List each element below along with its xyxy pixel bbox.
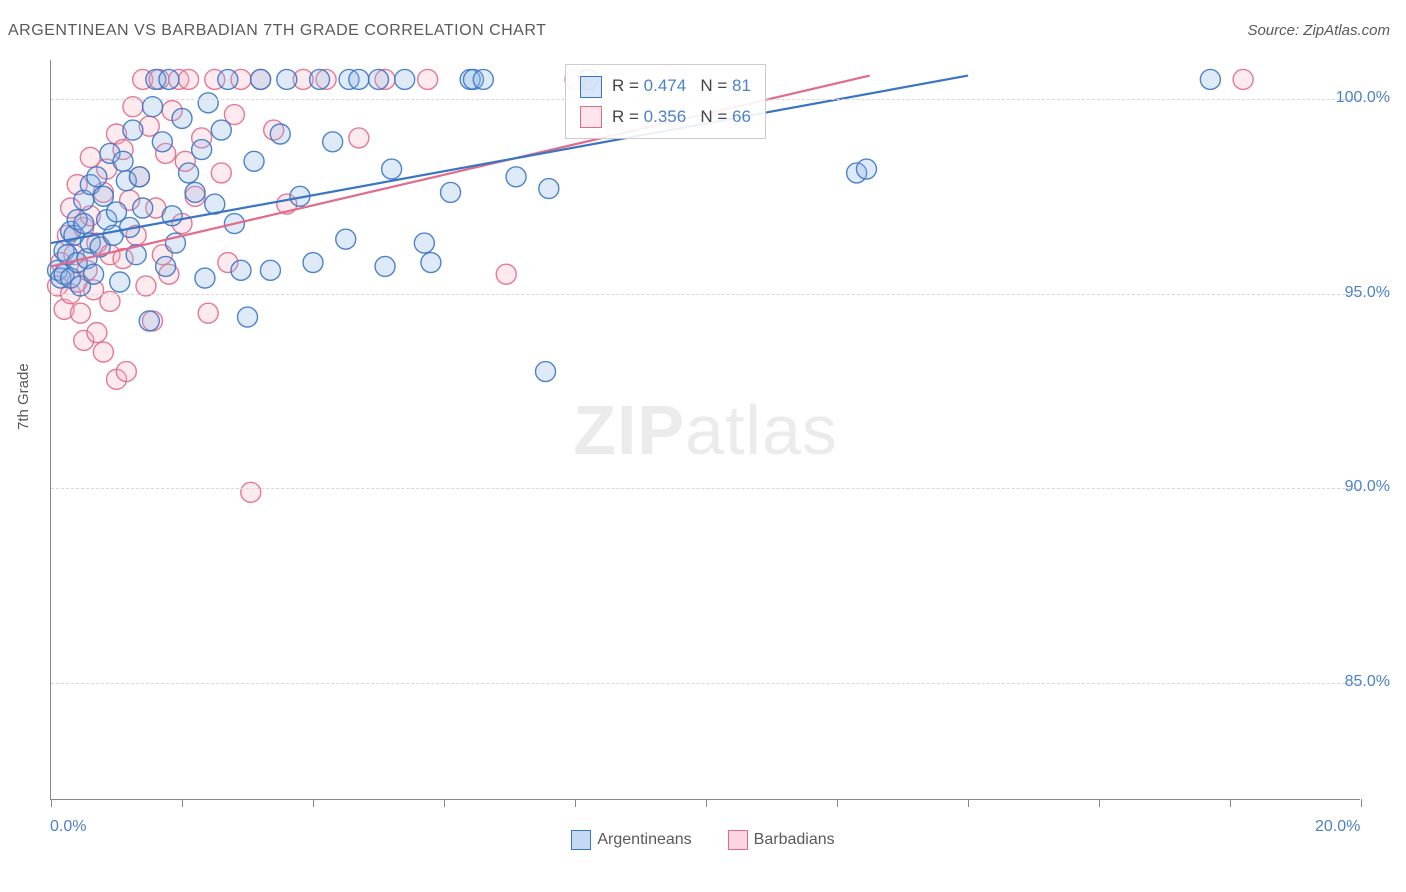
- scatter-point: [152, 132, 172, 152]
- scatter-point: [856, 159, 876, 179]
- source-caption: Source: ZipAtlas.com: [1247, 22, 1390, 39]
- x-tick: [1099, 799, 1100, 807]
- plot-area: ZIPatlas: [50, 60, 1360, 800]
- gridline: [51, 294, 1360, 295]
- scatter-point: [156, 256, 176, 276]
- scatter-point: [110, 272, 130, 292]
- correlation-stats-box: R = 0.474 N = 81R = 0.356 N = 66: [565, 64, 766, 139]
- y-tick-label: 95.0%: [1345, 284, 1390, 302]
- scatter-point: [179, 163, 199, 183]
- chart-container: ARGENTINEAN VS BARBADIAN 7TH GRADE CORRE…: [0, 0, 1406, 892]
- scatter-point: [382, 159, 402, 179]
- scatter-point: [349, 69, 369, 89]
- scatter-point: [1233, 69, 1253, 89]
- scatter-point: [198, 303, 218, 323]
- legend-swatch: [580, 106, 602, 128]
- x-tick: [313, 799, 314, 807]
- scatter-point: [74, 214, 94, 234]
- scatter-point: [198, 93, 218, 113]
- scatter-point: [310, 69, 330, 89]
- legend-bottom: Argentineans Barbadians: [0, 830, 1406, 850]
- scatter-point: [123, 120, 143, 140]
- scatter-point: [159, 69, 179, 89]
- scatter-point: [270, 124, 290, 144]
- y-tick-label: 100.0%: [1336, 89, 1390, 107]
- x-tick: [182, 799, 183, 807]
- x-tick-label: 0.0%: [50, 818, 86, 836]
- scatter-point: [303, 253, 323, 273]
- scatter-point: [260, 260, 280, 280]
- plot-svg: [51, 60, 1360, 799]
- x-tick: [1230, 799, 1231, 807]
- scatter-point: [418, 69, 438, 89]
- chart-title: ARGENTINEAN VS BARBADIAN 7TH GRADE CORRE…: [8, 22, 546, 40]
- scatter-point: [70, 303, 90, 323]
- scatter-point: [84, 264, 104, 284]
- legend-swatch: [580, 76, 602, 98]
- scatter-point: [211, 163, 231, 183]
- scatter-point: [414, 233, 434, 253]
- x-tick: [837, 799, 838, 807]
- x-tick: [444, 799, 445, 807]
- scatter-point: [369, 69, 389, 89]
- scatter-point: [539, 179, 559, 199]
- scatter-point: [113, 151, 133, 171]
- legend-label: Barbadians: [754, 831, 835, 848]
- scatter-point: [251, 69, 271, 89]
- scatter-point: [192, 140, 212, 160]
- scatter-point: [133, 198, 153, 218]
- scatter-point: [172, 108, 192, 128]
- scatter-point: [323, 132, 343, 152]
- scatter-point: [231, 260, 251, 280]
- x-tick: [706, 799, 707, 807]
- scatter-point: [179, 69, 199, 89]
- legend-swatch: [728, 830, 748, 850]
- scatter-point: [536, 362, 556, 382]
- scatter-point: [349, 128, 369, 148]
- scatter-point: [139, 311, 159, 331]
- gridline: [51, 488, 1360, 489]
- scatter-point: [211, 120, 231, 140]
- scatter-point: [421, 253, 441, 273]
- scatter-point: [218, 69, 238, 89]
- scatter-point: [473, 69, 493, 89]
- scatter-point: [241, 482, 261, 502]
- scatter-point: [129, 167, 149, 187]
- scatter-point: [496, 264, 516, 284]
- scatter-point: [238, 307, 258, 327]
- stats-row: R = 0.356 N = 66: [580, 102, 751, 133]
- scatter-point: [506, 167, 526, 187]
- legend-swatch: [571, 830, 591, 850]
- scatter-point: [93, 342, 113, 362]
- scatter-point: [375, 256, 395, 276]
- scatter-point: [277, 69, 297, 89]
- x-tick: [51, 799, 52, 807]
- x-tick: [575, 799, 576, 807]
- legend-item: Barbadians: [728, 830, 835, 850]
- legend-item: Argentineans: [571, 830, 691, 850]
- scatter-point: [87, 323, 107, 343]
- y-tick-label: 85.0%: [1345, 673, 1390, 691]
- scatter-point: [244, 151, 264, 171]
- scatter-point: [336, 229, 356, 249]
- scatter-point: [195, 268, 215, 288]
- stats-row: R = 0.474 N = 81: [580, 71, 751, 102]
- gridline: [51, 683, 1360, 684]
- scatter-point: [185, 182, 205, 202]
- y-axis-label: 7th Grade: [15, 363, 32, 430]
- scatter-point: [87, 167, 107, 187]
- x-tick-label: 20.0%: [1315, 818, 1360, 836]
- scatter-point: [395, 69, 415, 89]
- x-tick: [1361, 799, 1362, 807]
- legend-label: Argentineans: [597, 831, 691, 848]
- y-tick-label: 90.0%: [1345, 478, 1390, 496]
- scatter-point: [1200, 69, 1220, 89]
- x-tick: [968, 799, 969, 807]
- scatter-point: [441, 182, 461, 202]
- scatter-point: [116, 362, 136, 382]
